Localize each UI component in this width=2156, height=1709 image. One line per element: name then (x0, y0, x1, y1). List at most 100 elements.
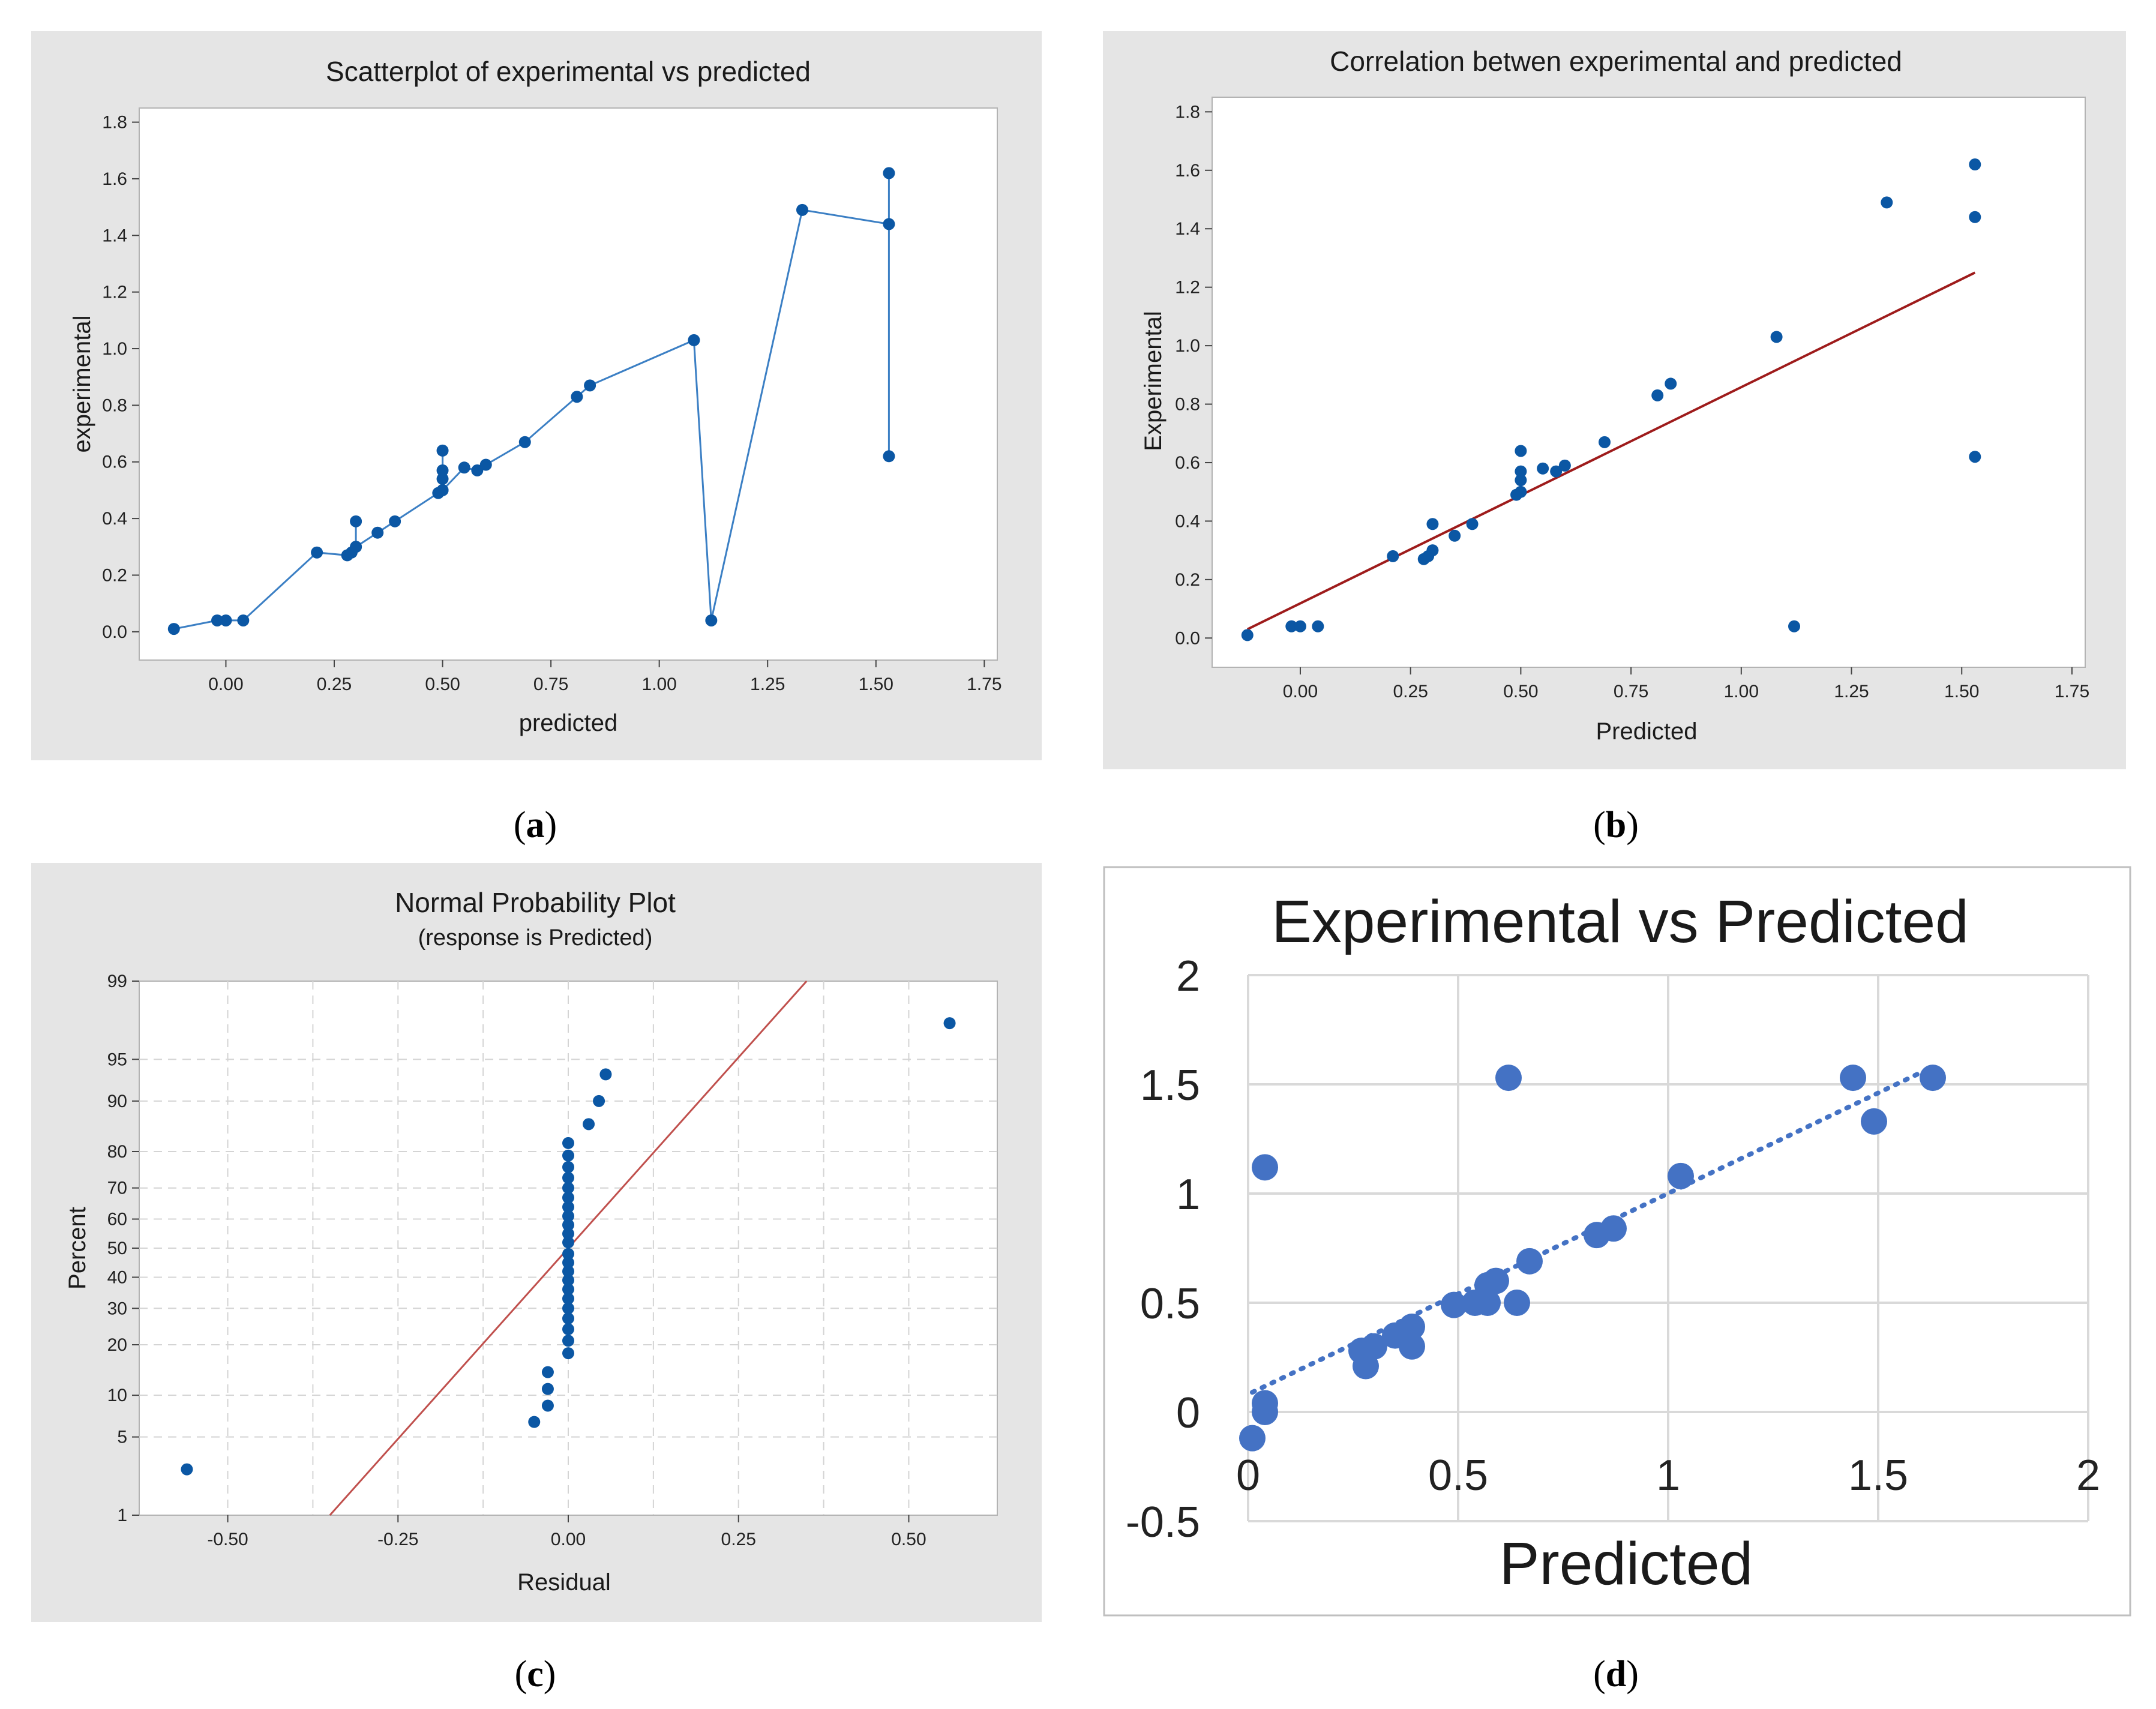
c-point (562, 1312, 574, 1325)
c-point (562, 1248, 574, 1260)
d-ytick-label: -0.5 (1126, 1498, 1200, 1546)
a-point (350, 515, 362, 527)
b-ytick-label: 1.8 (1175, 102, 1200, 122)
c-ytick-label: 5 (117, 1428, 127, 1447)
panel-a-title: Scatterplot of experimental vs predicted (326, 56, 811, 87)
c-point (562, 1201, 574, 1213)
d-point (1668, 1162, 1694, 1189)
panel-b-ylabel: Experimental (1140, 311, 1167, 451)
a-xtick-label: 1.50 (859, 674, 893, 694)
a-point (436, 473, 449, 485)
c-point (599, 1068, 612, 1081)
b-point (1294, 620, 1306, 632)
d-point (1239, 1425, 1266, 1452)
c-point (562, 1283, 574, 1296)
panel-a-ylabel: experimental (69, 315, 95, 452)
panel-c: Normal Probability Plot (response is Pre… (31, 863, 1042, 1622)
c-ytick-label: 50 (107, 1239, 127, 1258)
d-point (1495, 1065, 1522, 1092)
c-xtick-label: 0.25 (721, 1530, 756, 1549)
c-point (562, 1265, 574, 1278)
a-xtick-label: 0.25 (317, 674, 352, 694)
b-point (1515, 485, 1527, 498)
b-xtick-label: 1.25 (1834, 682, 1869, 701)
c-point (528, 1416, 541, 1428)
c-point (562, 1210, 574, 1222)
d-xtick-label: 1 (1656, 1452, 1680, 1500)
a-ytick-label: 1.6 (102, 169, 127, 189)
b-point (1387, 550, 1399, 562)
panel-c-xlabel: Residual (517, 1569, 611, 1596)
b-point (1285, 620, 1298, 632)
b-point (1770, 331, 1783, 343)
d-point (1399, 1333, 1425, 1360)
panel-a: Scatterplot of experimental vs predicted… (31, 31, 1042, 760)
b-point (1665, 377, 1677, 390)
a-point (371, 526, 384, 539)
caption-c: (c) (515, 1654, 556, 1695)
b-ytick-label: 1.4 (1175, 219, 1200, 239)
b-xtick-label: 0.00 (1283, 682, 1318, 701)
c-xtick-label: 0.50 (891, 1530, 926, 1549)
d-point (1861, 1108, 1887, 1135)
panel-d-title: Experimental vs Predicted (1272, 888, 1969, 955)
c-xtick-label: 0.00 (551, 1530, 586, 1549)
c-point (562, 1149, 574, 1162)
b-ytick-label: 0.8 (1175, 395, 1200, 415)
a-xtick-label: 0.75 (533, 674, 568, 694)
panel-d-background (1103, 866, 2131, 1617)
b-ytick-label: 0.4 (1175, 511, 1200, 531)
caption-b: (b) (1593, 805, 1639, 845)
a-ytick-label: 1.4 (102, 226, 127, 245)
b-ytick-label: 1.2 (1175, 278, 1200, 298)
a-point (436, 464, 449, 476)
a-xtick-label: 0.00 (208, 674, 243, 694)
c-xtick-label: -0.25 (377, 1530, 418, 1549)
b-point (1651, 389, 1664, 401)
panel-c-subtitle: (response is Predicted) (418, 925, 653, 951)
b-xtick-label: 0.25 (1393, 682, 1428, 701)
a-ytick-label: 0.6 (102, 452, 127, 472)
b-point (1515, 445, 1527, 457)
c-point (562, 1323, 574, 1336)
c-point (562, 1182, 574, 1194)
d-point (1483, 1267, 1509, 1294)
b-point (1969, 211, 1981, 223)
c-ytick-label: 90 (107, 1092, 127, 1111)
d-xtick-label: 1.5 (1848, 1452, 1908, 1500)
a-point (471, 464, 484, 476)
panel-b-plot-area (1212, 97, 2086, 668)
panel-b: Correlation betwen experimental and pred… (1103, 31, 2126, 769)
c-ytick-label: 30 (107, 1299, 127, 1318)
panel-c-ylabel: Percent (64, 1207, 91, 1290)
d-point (1361, 1333, 1387, 1360)
c-point (562, 1137, 574, 1149)
d-xtick-label: 0 (1236, 1452, 1260, 1500)
d-ytick-label: 0 (1176, 1389, 1200, 1437)
c-point (562, 1302, 574, 1315)
a-point (436, 444, 449, 457)
a-point (883, 218, 895, 230)
b-xtick-label: 1.50 (1944, 682, 1979, 701)
a-xtick-label: 1.00 (641, 674, 676, 694)
a-ytick-label: 0.2 (102, 565, 127, 585)
c-point (562, 1236, 574, 1249)
c-point (562, 1171, 574, 1184)
b-ytick-label: 0.6 (1175, 453, 1200, 473)
a-point (458, 461, 470, 474)
caption-a: (a) (514, 805, 557, 845)
b-point (1426, 544, 1439, 557)
a-point (220, 614, 232, 626)
c-ytick-label: 70 (107, 1179, 127, 1198)
b-point (1599, 436, 1611, 448)
panel-a-plot-area (139, 107, 998, 661)
b-xtick-label: 1.75 (2055, 682, 2089, 701)
b-point (1449, 529, 1461, 542)
c-point (562, 1347, 574, 1360)
d-xtick-label: 0.5 (1428, 1452, 1488, 1500)
c-point (562, 1335, 574, 1347)
c-point (562, 1293, 574, 1305)
panel-c-title: Normal Probability Plot (395, 887, 676, 918)
b-ytick-label: 0.0 (1175, 628, 1200, 648)
